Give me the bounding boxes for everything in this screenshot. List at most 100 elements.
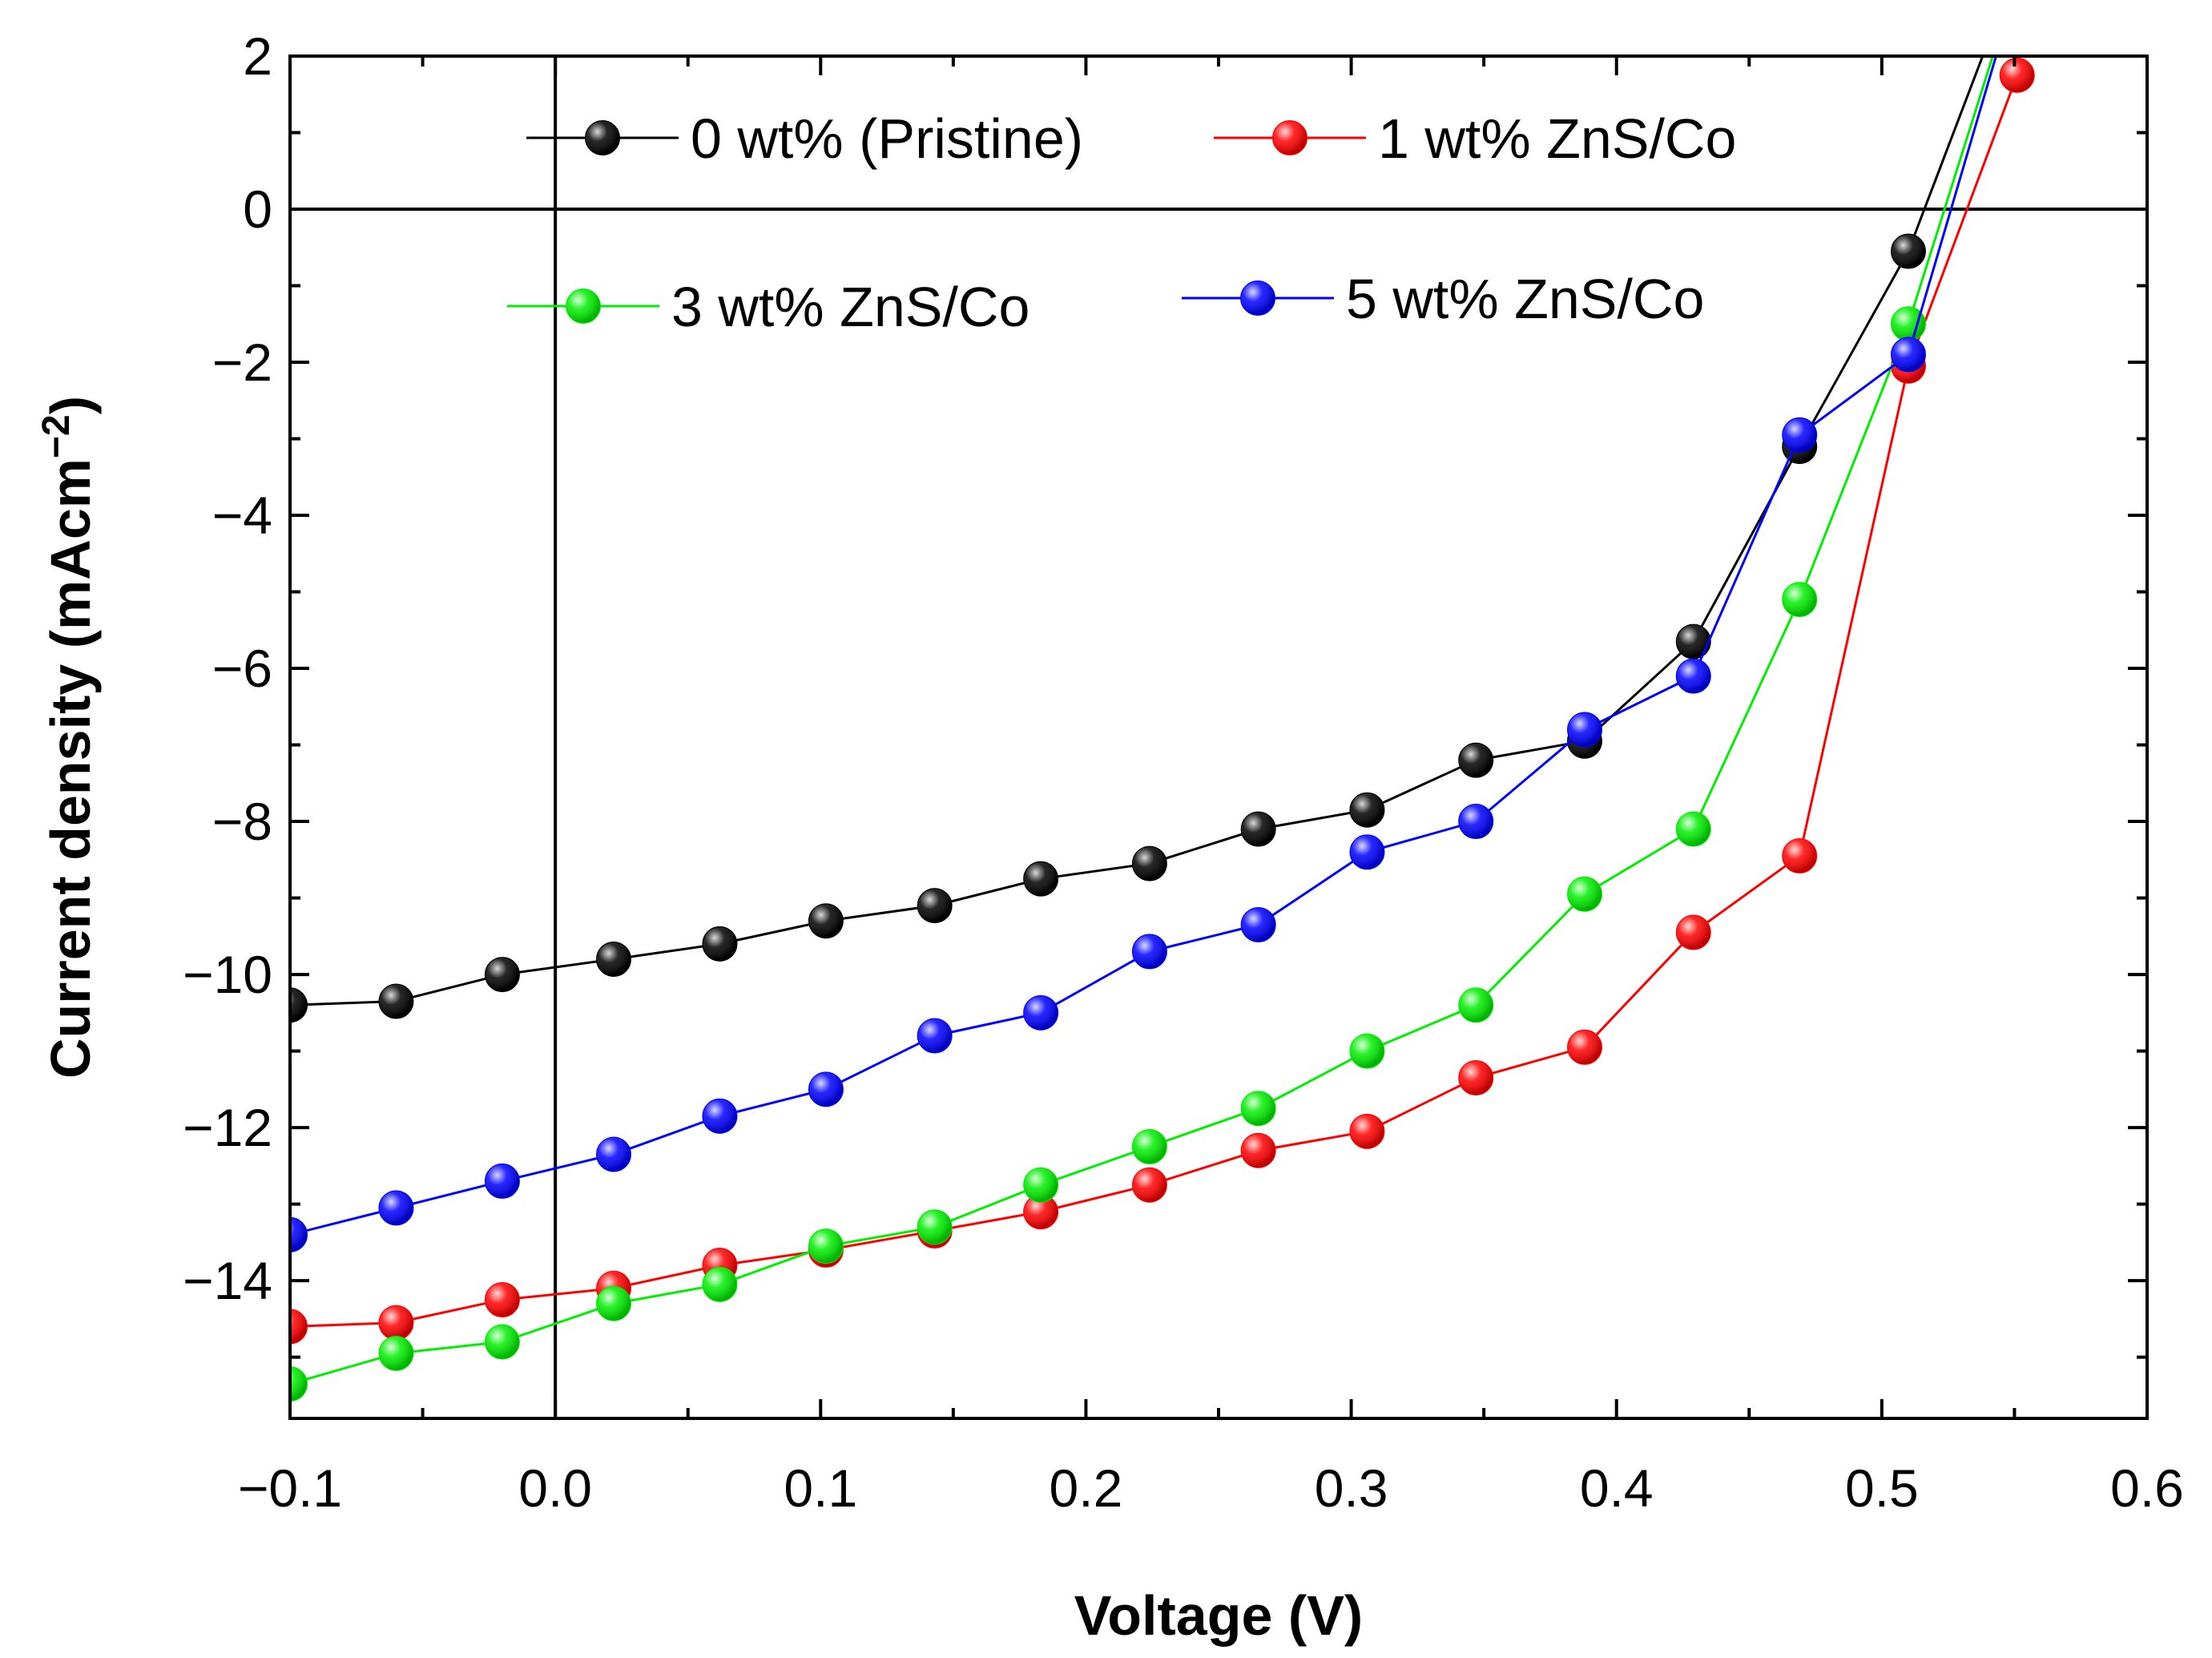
legend-swatch-marker-highlight: [566, 289, 600, 323]
y-tick-label: −2: [212, 333, 272, 392]
y-axis-title-superscript: −2: [35, 414, 78, 458]
data-point: [1458, 742, 1494, 778]
data-point: [1240, 1132, 1276, 1168]
data-point: [1890, 233, 1926, 269]
data-point: [1349, 792, 1385, 828]
legend-entry: 1 wt% ZnS/Co: [1214, 107, 1736, 170]
data-point-highlight: [1132, 1168, 1166, 1202]
legend-swatch-marker: [566, 288, 601, 324]
legend-swatch-marker-highlight: [586, 121, 619, 155]
x-tick-label: 0.3: [1315, 1458, 1388, 1518]
data-point: [1675, 914, 1711, 950]
series-3: [290, 56, 1994, 1402]
data-point-highlight: [1676, 659, 1710, 693]
data-point: [378, 1190, 414, 1226]
data-point-highlight: [379, 1336, 413, 1370]
data-point: [378, 1335, 414, 1371]
data-point: [484, 1163, 520, 1199]
data-point-highlight: [1024, 995, 1058, 1030]
data-point: [1131, 1167, 1167, 1203]
data-point: [378, 983, 414, 1019]
data-point: [595, 1285, 631, 1321]
legend: 0 wt% (Pristine) 1 wt% ZnS/Co 3 wt% ZnS/Co…: [507, 107, 1736, 338]
data-point: [1675, 658, 1711, 694]
data-point-highlight: [1567, 712, 1602, 747]
data-point: [1782, 582, 1818, 618]
data-point-highlight: [808, 904, 843, 938]
data-point-highlight: [917, 1210, 952, 1245]
legend-entry: 5 wt% ZnS/Co: [1182, 268, 1704, 330]
data-point-highlight: [290, 1217, 307, 1252]
data-point: [1349, 834, 1385, 870]
legend-entry: 0 wt% (Pristine): [526, 107, 1083, 170]
data-point-highlight: [917, 889, 952, 923]
data-point: [1458, 804, 1494, 840]
data-point-highlight: [808, 1229, 843, 1264]
data-point-highlight: [1350, 793, 1384, 827]
y-tick-label: −12: [183, 1098, 272, 1157]
data-point: [1566, 1029, 1602, 1065]
plot-frame: [288, 54, 2149, 1420]
y-axis-title-main: Current density (mAcm: [39, 458, 102, 1079]
data-point-highlight: [1459, 1061, 1493, 1095]
data-point: [1782, 417, 1818, 453]
data-point-highlight: [2000, 58, 2034, 92]
data-point: [484, 1324, 520, 1360]
data-point-highlight: [1024, 1168, 1058, 1202]
data-point-highlight: [290, 988, 307, 1023]
y-tick-label: 2: [243, 26, 272, 86]
y-axis-title: Current density (mAcm−2): [35, 396, 103, 1079]
data-point: [290, 1366, 308, 1402]
data-point: [702, 1266, 738, 1302]
data-point: [1890, 306, 1926, 342]
data-point-highlight: [1350, 835, 1384, 869]
x-tick-label: 0.4: [1580, 1458, 1654, 1518]
data-point: [808, 903, 844, 939]
data-point: [917, 1018, 953, 1054]
data-point-highlight: [379, 1191, 413, 1225]
data-point: [1675, 623, 1711, 660]
legend-label: 5 wt% ZnS/Co: [1346, 268, 1704, 330]
data-point: [1023, 994, 1059, 1031]
data-point-highlight: [1783, 583, 1817, 617]
x-tick-label: −0.1: [238, 1458, 342, 1518]
data-point-highlight: [917, 1019, 952, 1053]
data-point: [1349, 1033, 1385, 1069]
data-point: [595, 1136, 631, 1172]
data-point-highlight: [1459, 743, 1493, 777]
data-point: [1999, 57, 2035, 93]
data-point-highlight: [379, 1305, 413, 1340]
y-tick-label: −6: [212, 639, 272, 698]
data-point-highlight: [1567, 877, 1602, 911]
data-point: [378, 1305, 414, 1341]
data-point-highlight: [1132, 846, 1166, 881]
data-point: [1131, 1128, 1167, 1164]
series-line: [290, 56, 1984, 1006]
data-point-highlight: [1024, 861, 1058, 896]
data-point-highlight: [1459, 988, 1493, 1023]
data-point: [917, 888, 953, 924]
legend-swatch-marker-highlight: [1273, 121, 1307, 155]
data-point: [917, 1209, 953, 1245]
data-point-highlight: [1241, 1091, 1275, 1126]
data-point: [484, 957, 520, 993]
data-point: [1240, 1091, 1276, 1127]
y-tick-label: −14: [183, 1251, 272, 1310]
data-point-highlight: [485, 1325, 519, 1359]
data-point: [1566, 712, 1602, 748]
data-point: [1458, 1060, 1494, 1095]
data-point: [290, 1309, 308, 1345]
data-point-highlight: [1241, 1133, 1275, 1168]
x-tick-label: 0.0: [518, 1458, 592, 1518]
data-point-highlight: [485, 1282, 519, 1317]
legend-label: 0 wt% (Pristine): [691, 107, 1083, 170]
data-point: [1023, 861, 1059, 897]
data-point: [1023, 1167, 1059, 1203]
data-point-highlight: [1891, 234, 1925, 268]
data-point-highlight: [596, 1286, 631, 1321]
data-point-highlight: [1783, 839, 1817, 873]
data-point-highlight: [485, 958, 519, 992]
series-layer: [290, 56, 2035, 1402]
y-tick-label: −10: [183, 945, 272, 1004]
data-point: [1566, 876, 1602, 912]
